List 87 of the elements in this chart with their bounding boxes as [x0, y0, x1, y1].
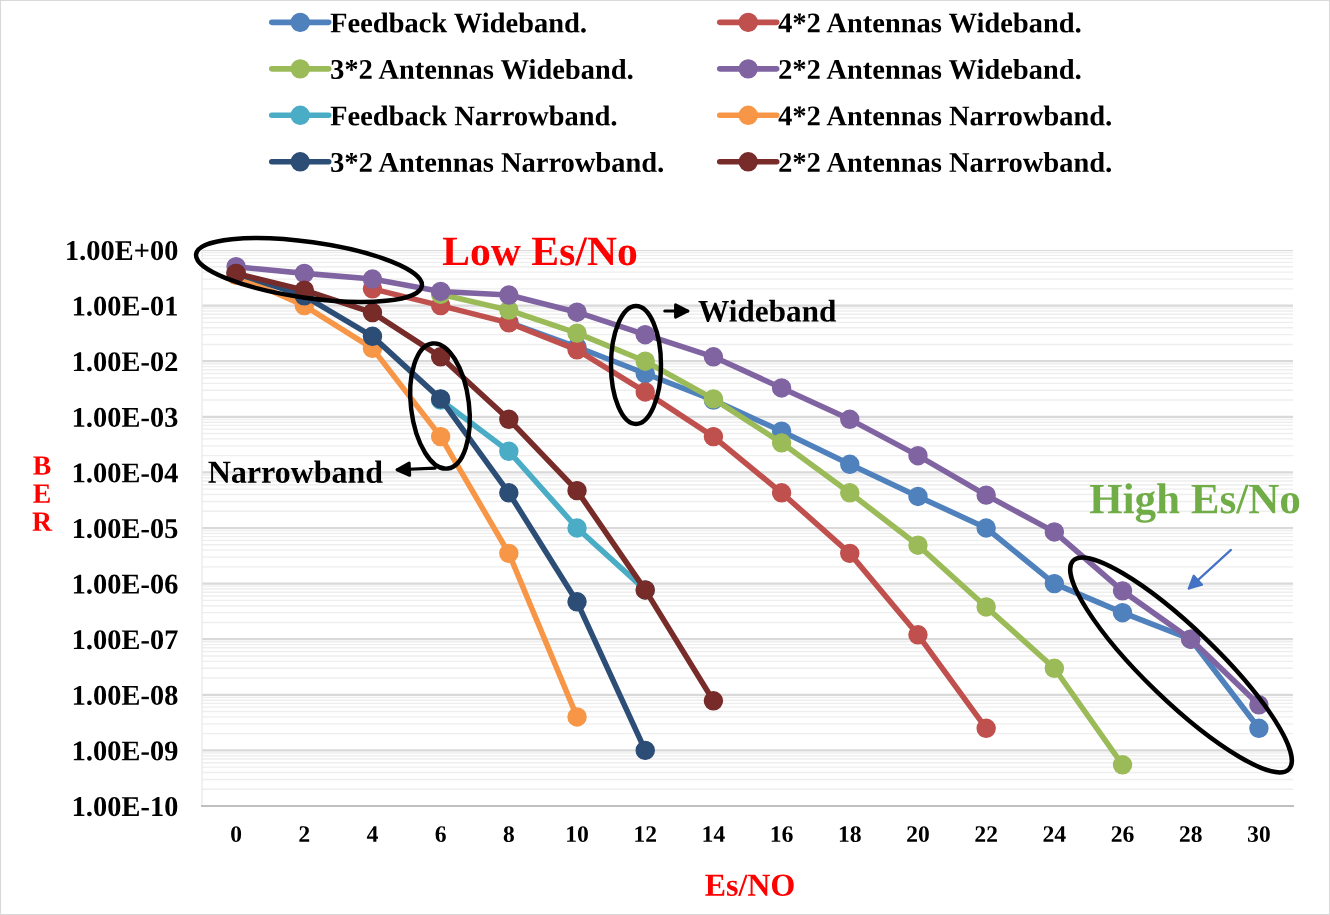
x-tick-label: 20 — [907, 826, 929, 843]
point — [976, 718, 996, 738]
annotation: Low Es/No — [442, 237, 637, 266]
point — [703, 347, 724, 367]
point — [499, 285, 519, 305]
y-tick-label: 1.00E-08 — [73, 685, 178, 706]
legend-label: 2*2 Antennas Wideband. — [779, 59, 1081, 80]
point — [771, 378, 792, 398]
y-tick-label: 1.00E-06 — [73, 574, 178, 594]
point — [840, 454, 860, 474]
legend-label: 3*2 Antennas Narrowband. — [331, 152, 663, 173]
y-tick-label: 1.00E-04 — [73, 463, 178, 483]
y-tick-label: 1.00E-10 — [73, 796, 178, 817]
point — [567, 592, 587, 612]
y-tick-label: 1.00E+00 — [67, 240, 178, 261]
x-tick-label: 6 — [435, 826, 446, 843]
point — [840, 543, 860, 564]
point — [976, 518, 996, 538]
point — [1044, 522, 1065, 542]
point — [771, 483, 792, 503]
point — [1112, 602, 1133, 623]
point — [1112, 755, 1133, 775]
x-tick-label: 4 — [366, 826, 378, 842]
x-tick-label: 18 — [839, 826, 861, 843]
x-tick-label: 16 — [771, 826, 793, 843]
point — [908, 445, 928, 466]
y-tick-label: 1.00E-05 — [73, 518, 178, 539]
point — [908, 535, 928, 555]
point — [908, 486, 928, 507]
point — [703, 426, 724, 447]
x-tick-label: 22 — [975, 826, 997, 842]
point — [499, 441, 519, 461]
annotation: High Es/No — [1089, 483, 1300, 523]
legend-label: 4*2 Antennas Narrowband. — [778, 105, 1111, 126]
x-tick-label: 26 — [1111, 826, 1134, 843]
x-axis-title: Es/NO — [705, 874, 794, 896]
point — [499, 483, 519, 503]
point — [362, 302, 383, 323]
point — [294, 263, 315, 284]
point — [635, 324, 655, 345]
point — [499, 409, 519, 430]
legend-label: Feedback Narrowband. — [330, 105, 617, 126]
x-tick-label: 28 — [1179, 826, 1202, 843]
y-tick-label: 1.00E-07 — [73, 630, 178, 650]
point — [635, 351, 655, 371]
point — [567, 518, 587, 538]
annotation: Wideband — [698, 299, 837, 322]
point — [771, 433, 792, 453]
point — [430, 426, 451, 447]
point — [635, 740, 655, 761]
x-tick-label: 30 — [1247, 826, 1270, 843]
point — [1044, 658, 1065, 678]
point — [362, 269, 383, 289]
y-tick-label: 1.00E-01 — [73, 296, 177, 316]
legend-label: 2*2 Antennas Narrowband. — [779, 152, 1111, 173]
y-tick-label: 1.00E-09 — [73, 741, 178, 761]
point — [567, 323, 587, 343]
y-tick-label: 1.00E-02 — [73, 352, 178, 372]
x-tick-label: 24 — [1043, 826, 1066, 842]
annotation: Narrowband — [208, 460, 383, 483]
legend-label: 3*2 Antennas Wideband. — [331, 59, 633, 80]
point — [499, 543, 519, 564]
point — [567, 302, 587, 322]
legend-label: 4*2 Antennas Wideband. — [778, 12, 1081, 33]
point — [976, 597, 996, 617]
point — [567, 480, 587, 501]
x-tick-label: 12 — [635, 826, 657, 842]
point — [976, 485, 996, 505]
x-tick-label: 2 — [299, 826, 310, 842]
x-tick-label: 0 — [231, 826, 242, 843]
point — [635, 382, 655, 402]
point — [362, 326, 383, 347]
point — [1249, 718, 1269, 738]
point — [567, 707, 587, 727]
x-tick-label: 14 — [703, 826, 725, 842]
y-axis-title: BER — [32, 456, 53, 531]
y-tick-label: 1.00E-03 — [73, 407, 178, 428]
x-tick-label: 10 — [567, 826, 588, 843]
point — [1112, 581, 1133, 601]
point — [840, 483, 860, 503]
point — [1044, 573, 1065, 594]
x-tick-label: 8 — [503, 826, 514, 843]
point — [703, 691, 724, 711]
legend-label: Feedback Wideband. — [330, 12, 586, 33]
point — [430, 347, 451, 367]
point — [908, 625, 928, 645]
point — [840, 409, 860, 430]
